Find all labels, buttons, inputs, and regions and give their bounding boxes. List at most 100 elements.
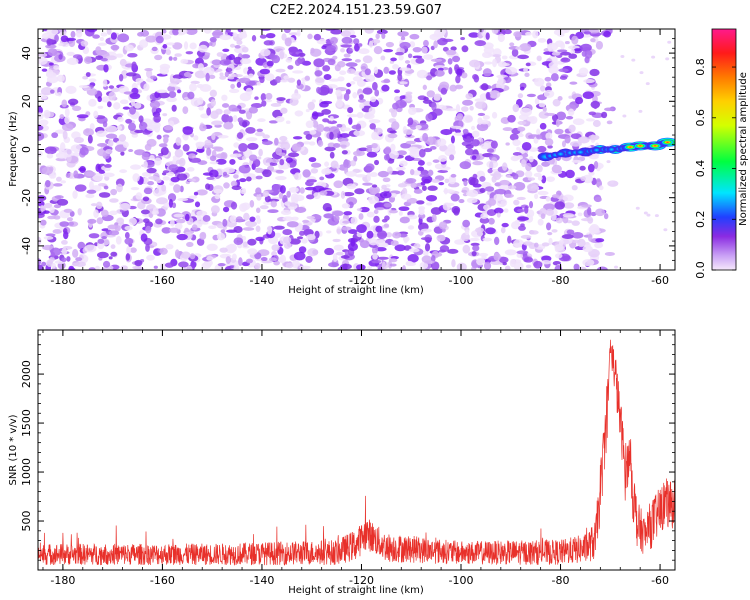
noise-cell (130, 186, 140, 191)
noise-cell (319, 176, 325, 181)
noise-cell (638, 109, 643, 113)
noise-cell (529, 230, 539, 235)
noise-cell (255, 236, 265, 242)
noise-cell (63, 228, 68, 234)
noise-cell (430, 45, 435, 51)
noise-cell (356, 112, 364, 119)
noise-cell (407, 53, 413, 59)
noise-cell (450, 46, 457, 51)
noise-cell (223, 109, 231, 115)
noise-cell (95, 201, 103, 210)
noise-cell (430, 146, 437, 150)
noise-cell (150, 75, 157, 80)
noise-cell (324, 161, 330, 167)
noise-cell (326, 84, 338, 89)
noise-cell (275, 68, 286, 73)
noise-cell (352, 76, 363, 82)
snr-x-label: Height of straight line (km) (288, 585, 424, 596)
noise-cell (47, 215, 56, 220)
colorbar-label: Normalized spectral amplitude (738, 72, 749, 226)
noise-cell (106, 29, 112, 35)
noise-cell (534, 98, 540, 105)
noise-cell (97, 105, 104, 109)
noise-cell (61, 99, 68, 108)
noise-cell (38, 150, 43, 158)
noise-cell (306, 234, 316, 241)
noise-cell (494, 236, 500, 246)
noise-cell (431, 261, 440, 270)
noise-cell (514, 219, 520, 225)
noise-cell (58, 29, 66, 33)
noise-cell (248, 106, 258, 114)
noise-cell (631, 58, 636, 62)
noise-cell (341, 226, 352, 231)
noise-cell (225, 67, 233, 73)
noise-cell (108, 230, 120, 236)
noise-cell (231, 253, 237, 261)
noise-cell (385, 41, 394, 48)
noise-cell (606, 160, 611, 164)
noise-cell (581, 50, 587, 57)
noise-cell (347, 47, 353, 54)
noise-cell (500, 226, 506, 234)
noise-cell (582, 174, 594, 184)
noise-cell (265, 162, 271, 167)
noise-cell (245, 127, 256, 134)
noise-cell (407, 225, 415, 230)
noise-cell (159, 263, 167, 270)
noise-cell (464, 148, 475, 156)
noise-cell (206, 147, 212, 156)
noise-cell (447, 248, 459, 254)
noise-cell (434, 70, 445, 77)
noise-cell (215, 158, 227, 165)
noise-cell (529, 200, 534, 209)
noise-cell (53, 65, 60, 71)
noise-cell (153, 114, 162, 123)
noise-cell (125, 253, 131, 261)
noise-cell (95, 265, 100, 270)
noise-cell (389, 60, 395, 64)
noise-cell (342, 192, 355, 197)
noise-cell (551, 113, 559, 122)
noise-cell (124, 44, 134, 52)
noise-cell (521, 159, 527, 168)
noise-cell (124, 225, 133, 231)
noise-cell (134, 129, 145, 134)
noise-cell (472, 244, 480, 252)
noise-cell (594, 196, 602, 203)
noise-cell (285, 57, 293, 63)
noise-cell (232, 114, 238, 123)
noise-cell (525, 62, 531, 67)
colorbar-tick-label: 0.2 (694, 211, 707, 229)
noise-cell (526, 183, 538, 192)
noise-cell (240, 29, 247, 38)
noise-cell (534, 193, 539, 200)
noise-cell (340, 44, 353, 48)
noise-cell (58, 54, 63, 60)
noise-cell (436, 234, 446, 242)
noise-cell (472, 173, 478, 179)
noise-cell (590, 211, 597, 217)
noise-cell (40, 219, 47, 226)
noise-cell (314, 70, 323, 77)
noise-cell (149, 155, 155, 161)
noise-cell (153, 265, 158, 269)
noise-cell (181, 251, 191, 259)
noise-cell (574, 48, 581, 52)
noise-cell (596, 266, 608, 270)
noise-cell (533, 260, 543, 269)
noise-cell (485, 227, 496, 235)
noise-cell (517, 93, 524, 99)
noise-cell (255, 207, 261, 214)
noise-cell (554, 128, 564, 135)
noise-cell (238, 142, 248, 152)
noise-cell (329, 131, 334, 140)
noise-cell (229, 43, 236, 48)
noise-cell (291, 216, 299, 221)
colorbar-tick-label: 0.8 (694, 58, 707, 76)
noise-cell (323, 213, 334, 219)
noise-cell (262, 134, 270, 139)
noise-cell (400, 193, 412, 200)
noise-cell (205, 72, 210, 82)
noise-cell (102, 260, 111, 268)
